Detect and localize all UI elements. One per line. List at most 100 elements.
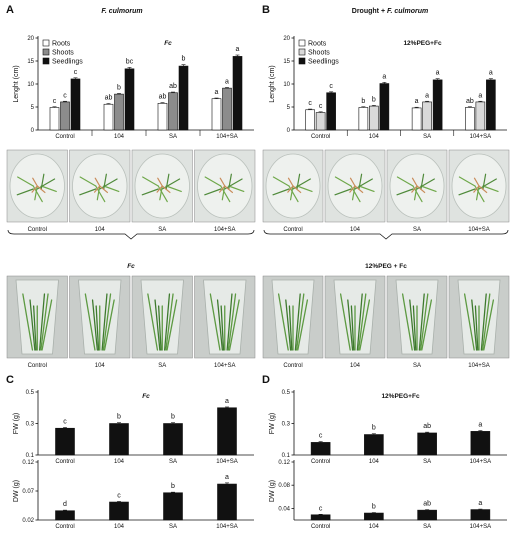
seedling-leaf <box>209 293 221 351</box>
seedling-leaf <box>32 177 38 187</box>
seedling-leaf <box>165 173 170 190</box>
photo-label: SA <box>413 363 421 369</box>
chart-title: Fc <box>142 393 150 400</box>
seedling-leaf <box>41 299 53 351</box>
seedling-leaf <box>413 185 418 201</box>
y-tick-label: 0.12 <box>22 460 34 466</box>
seedling-leaf <box>354 185 364 194</box>
significance-letter: ab <box>423 423 431 430</box>
photo-strip-title: Fc <box>127 263 135 270</box>
significance-letter: c <box>63 92 67 99</box>
significance-letter: a <box>436 70 440 77</box>
seedling-leaf <box>296 185 313 193</box>
bar <box>232 56 243 131</box>
significance-letter: b <box>171 483 175 490</box>
chart-title: Fc <box>164 40 172 47</box>
significance-letter: d <box>63 501 67 508</box>
seedling-leaf <box>101 293 108 351</box>
seedling-leaf <box>204 176 222 187</box>
photo-label: SA <box>158 227 166 233</box>
x-tick-label: 104+SA <box>216 134 238 140</box>
seedling-leaf <box>219 185 226 193</box>
seedling-leaf <box>396 188 414 196</box>
y-tick-label: 20 <box>283 36 290 42</box>
significance-letter: a <box>478 500 482 507</box>
seedling-leaf <box>165 185 182 193</box>
photo-cell <box>386 275 448 359</box>
x-tick-label: SA <box>423 134 431 140</box>
y-tick-label: 0.1 <box>26 453 35 459</box>
photo-label: 104+SA <box>214 227 236 233</box>
x-tick-label: Control <box>311 459 330 465</box>
seedling-leaf <box>285 299 292 351</box>
seedling-leaf <box>474 305 479 351</box>
seedling-leaf <box>358 185 375 193</box>
seedling-leaf <box>473 177 480 187</box>
seedling-leaf <box>482 185 499 193</box>
seedling-leaf <box>481 293 491 351</box>
seedling-leaf <box>358 173 363 190</box>
seedling-leaf <box>420 173 425 190</box>
bar <box>109 501 129 521</box>
x-tick-label: 104 <box>114 524 125 530</box>
seedling-leaf <box>356 293 363 351</box>
significance-letter: c <box>63 418 67 425</box>
x-tick-label: 104 <box>114 459 125 465</box>
chart-d-dw: 0.04 0.08 0.12 DW (g) Control c 104 b SA ab 104+SA… <box>269 460 507 530</box>
photo-cell <box>69 275 131 359</box>
x-tick-label: Control <box>311 524 330 530</box>
seedling-leaf <box>157 305 162 351</box>
photo-label: SA <box>158 363 166 369</box>
photo-label: 104 <box>350 227 361 233</box>
seedling-leaf <box>40 185 57 193</box>
x-tick-label: 104+SA <box>470 134 492 140</box>
significance-letter: a <box>478 422 482 429</box>
x-tick-label: 104+SA <box>216 524 238 530</box>
photo-label: 104 <box>350 363 361 369</box>
seedling-leaf <box>163 293 171 351</box>
seedling-leaf <box>359 299 371 351</box>
seedling-leaf <box>228 185 245 193</box>
seedling-leaf <box>287 185 294 193</box>
seedling-leaf <box>411 185 418 193</box>
bar <box>55 427 75 456</box>
x-tick-label: SA <box>169 524 177 530</box>
chart-title: 12%PEG+Fc <box>381 393 420 400</box>
seedling-leaf <box>289 185 294 201</box>
bar <box>486 79 496 131</box>
bar <box>222 87 232 131</box>
seedling-leaf <box>295 293 305 351</box>
bar <box>49 107 60 131</box>
y-tick-label: 15 <box>283 59 290 65</box>
seedling-leaf <box>221 185 226 201</box>
seedling-leaf <box>17 176 34 187</box>
seedling-leaf <box>16 188 34 196</box>
seedling-leaf <box>272 188 290 196</box>
seedling-leaf <box>94 185 101 193</box>
bar <box>168 92 178 131</box>
x-tick-label: Control <box>55 524 74 530</box>
seedling-leaf <box>292 178 311 190</box>
seedling-leaf <box>224 185 234 194</box>
seedling-leaf <box>103 185 120 193</box>
photo-label: 104+SA <box>468 227 490 233</box>
bar <box>369 105 379 131</box>
seedling-leaf <box>350 305 355 351</box>
significance-letter: a <box>225 398 229 405</box>
seedling-leaf <box>36 178 56 190</box>
bar <box>422 101 432 131</box>
seedling-leaf <box>349 177 356 187</box>
seedling-leaf <box>396 176 414 187</box>
photo-label: 104+SA <box>214 363 236 369</box>
tube-photo-strip-b: 12%PEG + Fc Control 104 SA 104+SA <box>262 263 510 369</box>
bar <box>305 109 315 131</box>
bar <box>178 65 189 131</box>
seedling-leaf <box>482 173 487 190</box>
legend-swatch <box>42 39 50 47</box>
significance-letter: b <box>171 414 175 421</box>
y-tick-label: 10 <box>27 82 34 88</box>
significance-letter: ab <box>159 94 167 101</box>
y-axis-label: Lenght (cm) <box>269 65 276 102</box>
significance-letter: c <box>319 433 323 440</box>
